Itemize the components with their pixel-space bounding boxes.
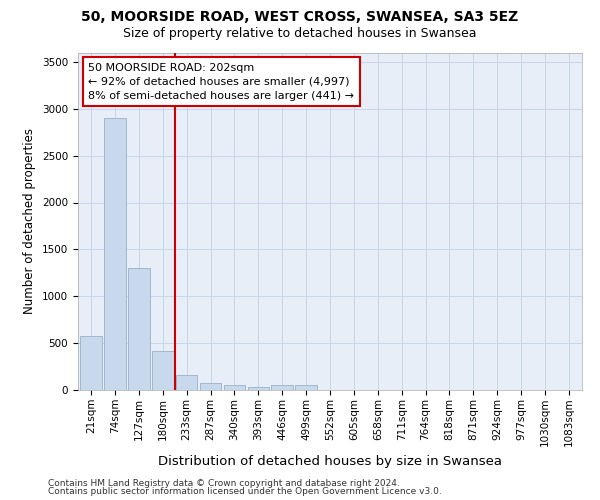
Bar: [271, 386, 293, 390]
Bar: [104, 118, 126, 390]
X-axis label: Distribution of detached houses by size in Swansea: Distribution of detached houses by size …: [158, 454, 502, 468]
Text: Contains HM Land Registry data © Crown copyright and database right 2024.: Contains HM Land Registry data © Crown c…: [48, 478, 400, 488]
Text: Size of property relative to detached houses in Swansea: Size of property relative to detached ho…: [123, 28, 477, 40]
Bar: [200, 383, 221, 390]
Bar: [152, 350, 173, 390]
Text: 50 MOORSIDE ROAD: 202sqm
← 92% of detached houses are smaller (4,997)
8% of semi: 50 MOORSIDE ROAD: 202sqm ← 92% of detach…: [88, 62, 354, 100]
Text: 50, MOORSIDE ROAD, WEST CROSS, SWANSEA, SA3 5EZ: 50, MOORSIDE ROAD, WEST CROSS, SWANSEA, …: [82, 10, 518, 24]
Text: Contains public sector information licensed under the Open Government Licence v3: Contains public sector information licen…: [48, 487, 442, 496]
Bar: [80, 336, 102, 390]
Bar: [295, 386, 317, 390]
Y-axis label: Number of detached properties: Number of detached properties: [23, 128, 37, 314]
Bar: [224, 385, 245, 390]
Bar: [176, 375, 197, 390]
Bar: [128, 268, 149, 390]
Bar: [248, 387, 269, 390]
